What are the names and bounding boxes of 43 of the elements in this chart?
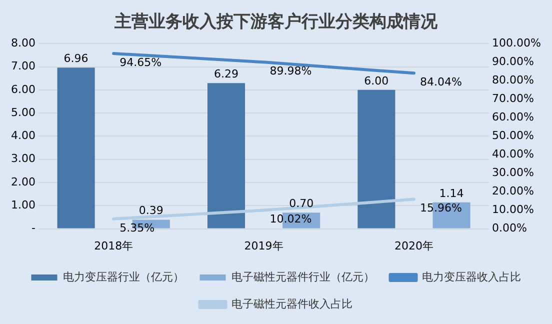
y2-tick-label: 20.00% (492, 184, 534, 198)
y-tick-label: 6.00 (10, 82, 36, 96)
x-tick-label: 2019年 (244, 239, 284, 252)
bar (358, 90, 396, 228)
data-label: 0.70 (289, 196, 314, 210)
data-label: 6.00 (364, 74, 389, 88)
y2-tick-label: 100.00% (492, 36, 542, 50)
y2-tick-label: 10.00% (492, 203, 534, 216)
y-tick-label: 5.00 (10, 106, 36, 119)
legend-label: 电力变压器行业（亿元） (62, 270, 184, 284)
legend-label: 电子磁性元器件收入占比 (231, 297, 352, 310)
y2-tick-label: 0.00% (492, 222, 528, 235)
y-tick-label: 1.00 (10, 198, 36, 212)
legend-label: 电子磁性元器件行业（亿元） (231, 270, 374, 284)
data-label: 15.96% (420, 202, 462, 215)
bar (207, 83, 245, 228)
y-tick-label: 7.00 (10, 60, 36, 73)
x-tick-label: 2018年 (94, 239, 134, 252)
data-label: 6.96 (64, 52, 88, 66)
y2-tick-label: 30.00% (492, 166, 534, 180)
legend-label: 电力变压器收入占比 (422, 270, 521, 284)
y-tick-label: 8.00 (10, 36, 36, 50)
y2-tick-label: 50.00% (492, 129, 534, 142)
bar (57, 68, 95, 228)
data-label: 1.14 (439, 186, 464, 200)
y-tick-label: - (32, 222, 36, 235)
y2-tick-label: 60.00% (492, 110, 534, 124)
y2-tick-label: 90.00% (492, 54, 534, 68)
data-label: 89.98% (270, 64, 312, 78)
y2-tick-label: 40.00% (492, 148, 534, 161)
chart-title: 主营业务收入按下游客户行业分类构成情况 (114, 11, 438, 34)
y-tick-label: 2.00 (10, 175, 36, 188)
x-tick-label: 2020年 (394, 239, 434, 252)
data-label: 84.04% (420, 76, 462, 89)
data-label: 6.29 (214, 68, 238, 81)
data-label: 94.65% (120, 56, 162, 69)
y-tick-label: 3.00 (10, 152, 36, 166)
data-label: 10.02% (270, 212, 312, 226)
data-label: 5.35% (120, 221, 155, 234)
y-tick-label: 4.00 (10, 129, 36, 142)
y2-tick-label: 80.00% (492, 74, 534, 86)
data-label: 0.39 (138, 204, 164, 218)
y2-tick-label: 70.00% (492, 92, 534, 106)
